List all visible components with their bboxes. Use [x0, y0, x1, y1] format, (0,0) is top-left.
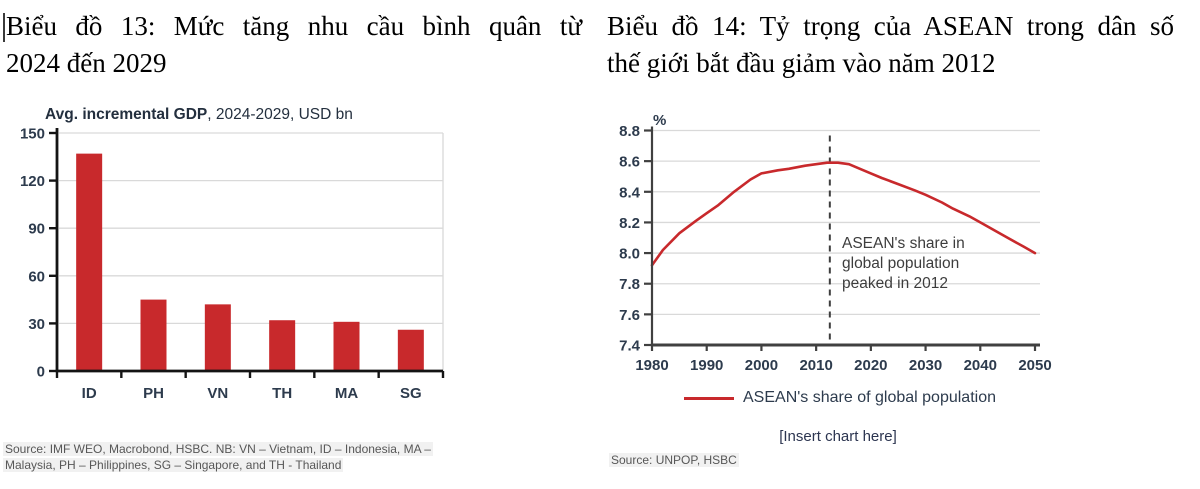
- category-label-vn: VN: [207, 385, 228, 402]
- x-tick-label: 1980: [635, 357, 668, 374]
- bar-ph: [140, 299, 167, 371]
- right-chart-heading: Biểu đồ 14: Tỷ trọng của ASEAN trong dân…: [607, 8, 1174, 82]
- y-tick-label: 7.4: [619, 338, 641, 355]
- heading-line-2: thế giới bắt đầu giảm vào năm 2012: [607, 48, 996, 78]
- y-tick-label: 8.6: [619, 154, 640, 171]
- peak-annotation: ASEAN's share in global population peake…: [842, 234, 965, 294]
- x-tick-label: 2030: [909, 357, 942, 374]
- y-tick-label: 8.0: [619, 246, 640, 263]
- category-label-th: TH: [272, 385, 292, 402]
- heading-line-2: 2024 đến 2029: [6, 48, 167, 78]
- y-tick-label: 8.4: [619, 184, 641, 201]
- heading-line-1: Biểu đồ 13: Mức tăng nhu cầu bình quân t…: [6, 11, 582, 41]
- source-text-line-1: Source: IMF WEO, Macrobond, HSBC. NB: VN…: [3, 442, 433, 456]
- category-label-ma: MA: [335, 385, 358, 402]
- annotation-line-1: ASEAN's share in: [842, 235, 965, 252]
- left-source-note: Source: IMF WEO, Macrobond, HSBC. NB: VN…: [3, 441, 473, 473]
- bar-id: [76, 153, 103, 371]
- x-tick-label: 2000: [745, 357, 778, 374]
- text-cursor-artifact: [3, 13, 5, 42]
- right-line-chart: 7.4 7.6 7.8 8.0 8.2 8.4 8.6 8.8 1980 1990 2000 2010…: [619, 123, 1052, 374]
- category-label-id: ID: [82, 385, 97, 402]
- left-chart-heading: Biểu đồ 13: Mức tăng nhu cầu bình quân t…: [6, 8, 582, 82]
- y-tick-label: 150: [20, 126, 45, 143]
- y-tick-label: 8.2: [619, 215, 640, 232]
- x-tick-label: 2050: [1018, 357, 1051, 374]
- category-label-ph: PH: [143, 385, 164, 402]
- chart-title-units: , 2024-2029, USD bn: [207, 106, 353, 123]
- chart-legend: ASEAN's share of global population: [620, 389, 1060, 407]
- heading-line-1: Biểu đồ 14: Tỷ trọng của ASEAN trong dân…: [607, 11, 1174, 41]
- source-text-line-2: Malaysia, PH – Philippines, SG – Singapo…: [3, 458, 344, 472]
- insert-chart-placeholder: [Insert chart here]: [779, 428, 897, 445]
- x-tick-label: 2040: [964, 357, 997, 374]
- bar-th: [269, 320, 296, 371]
- bar-vn: [204, 304, 231, 371]
- bar-ma: [333, 321, 360, 371]
- y-tick-label: 0: [37, 364, 45, 381]
- y-tick-label: 8.8: [619, 123, 640, 140]
- right-source-note: Source: UNPOP, HSBC: [609, 452, 739, 468]
- y-tick-label: 30: [28, 316, 45, 333]
- category-label-sg: SG: [400, 385, 422, 402]
- y-tick-label: 7.6: [619, 307, 640, 324]
- source-text: Source: UNPOP, HSBC: [609, 453, 739, 467]
- asean-share-line: [650, 161, 1037, 267]
- y-tick-label: 90: [28, 221, 45, 238]
- bar-sg: [397, 329, 424, 371]
- chart-title-bold: Avg. incremental GDP: [45, 106, 208, 123]
- y-tick-label: 7.8: [619, 276, 640, 293]
- y-tick-label: 120: [20, 173, 45, 190]
- y-axis-unit-label: %: [653, 112, 667, 129]
- left-bar-chart: 0 30 60 90 120 150 ID PH VN TH MA SG: [20, 126, 445, 402]
- legend-label: ASEAN's share of global population: [743, 389, 996, 406]
- left-chart-title: Avg. incremental GDP, 2024-2029, USD bn: [45, 106, 353, 124]
- annotation-line-2: global population: [842, 255, 960, 272]
- x-tick-label: 2020: [854, 357, 887, 374]
- x-tick-label: 1990: [690, 357, 723, 374]
- y-tick-label: 60: [28, 268, 45, 285]
- legend-line-swatch: [684, 396, 734, 400]
- annotation-line-3: peaked in 2012: [842, 275, 949, 292]
- x-tick-label: 2010: [799, 357, 832, 374]
